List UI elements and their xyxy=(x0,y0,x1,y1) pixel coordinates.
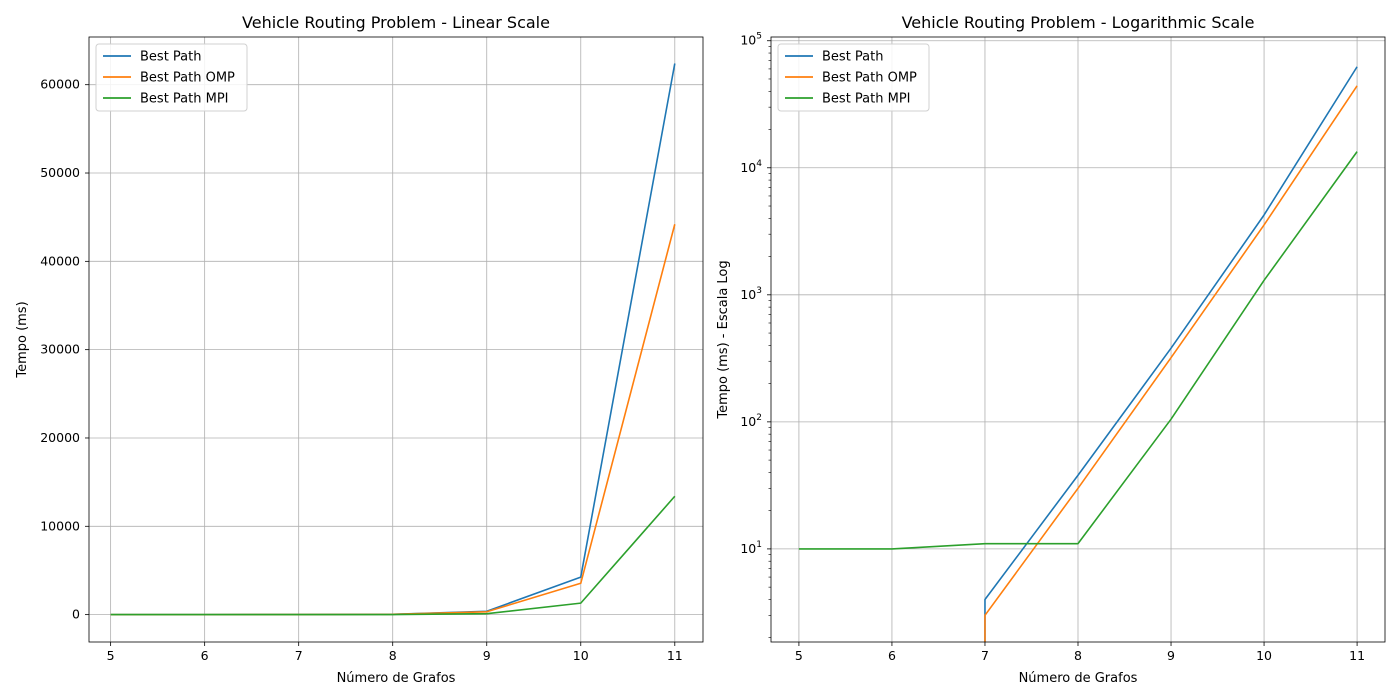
log-y-tick-exponent: 3 xyxy=(756,286,762,296)
linear-chart: Vehicle Routing Problem - Linear Scale 5… xyxy=(15,13,704,686)
linear-y-tick-label: 0 xyxy=(72,607,80,622)
linear-legend-label-best-path-omp: Best Path OMP xyxy=(140,71,235,86)
log-y-tick-base: 10 xyxy=(740,160,756,175)
log-y-tick-base: 10 xyxy=(740,541,756,556)
log-x-tick-label: 8 xyxy=(1074,648,1082,663)
linear-x-tick-label: 11 xyxy=(667,648,683,663)
linear-x-tick-label: 8 xyxy=(389,648,397,663)
log-chart: Vehicle Routing Problem - Logarithmic Sc… xyxy=(716,13,1386,686)
linear-y-tick-label: 10000 xyxy=(40,518,80,533)
linear-x-tick-label: 6 xyxy=(201,648,209,663)
log-y-tick-exponent: 4 xyxy=(756,159,762,169)
linear-legend-label-best-path-mpi: Best Path MPI xyxy=(140,92,229,107)
log-legend-label-best-path: Best Path xyxy=(822,50,883,65)
log-y-tick-label: 102 xyxy=(740,413,762,429)
linear-x-tick-label: 7 xyxy=(295,648,303,663)
linear-grid xyxy=(89,37,703,642)
log-series xyxy=(798,66,1358,642)
log-y-tick-base: 10 xyxy=(740,33,756,48)
log-y-tick-base: 10 xyxy=(740,414,756,429)
linear-x-tick-label: 10 xyxy=(573,648,589,663)
log-chart-title: Vehicle Routing Problem - Logarithmic Sc… xyxy=(902,13,1255,32)
log-x-tick-label: 6 xyxy=(888,648,896,663)
linear-legend-box xyxy=(95,43,248,112)
log-y-tick-exponent: 2 xyxy=(756,413,762,423)
log-x-tick-label: 10 xyxy=(1256,648,1272,663)
log-legend-label-best-path-omp: Best Path OMP xyxy=(822,71,917,86)
log-y-tick-exponent: 1 xyxy=(756,540,762,550)
log-grid xyxy=(771,37,1385,642)
linear-y-tick-label: 30000 xyxy=(40,342,80,357)
log-y-tick-label: 104 xyxy=(740,159,762,175)
log-y-axis-label: Tempo (ms) - Escala Log xyxy=(716,260,731,419)
linear-legend-label-best-path: Best Path xyxy=(140,50,201,65)
log-y-tick-exponent: 5 xyxy=(756,32,762,42)
linear-y-tick-label: 20000 xyxy=(40,430,80,445)
linear-plot-frame xyxy=(88,36,704,643)
log-y-tick-label: 101 xyxy=(740,540,762,556)
log-legend-box xyxy=(777,43,930,112)
linear-x-tick-label: 5 xyxy=(107,648,115,663)
log-legend: Best Path Best Path OMP Best Path MPI xyxy=(777,43,930,112)
log-series-line-best-path-omp xyxy=(984,85,1358,642)
log-y-tick-label: 103 xyxy=(740,286,762,302)
log-x-tick-label: 11 xyxy=(1349,648,1365,663)
linear-x-axis-label: Número de Grafos xyxy=(337,671,456,686)
log-y-tick-label: 105 xyxy=(740,32,762,48)
log-x-axis-label: Número de Grafos xyxy=(1019,671,1138,686)
log-x-tick-label: 5 xyxy=(795,648,803,663)
log-x-tick-label: 7 xyxy=(981,648,989,663)
linear-y-tick-label: 50000 xyxy=(40,165,80,180)
linear-ticks: 5 6 7 8 9 10 11 0 10000 20000 30000 40000 50000 60000 xyxy=(40,77,683,663)
linear-y-axis-label: Tempo (ms) xyxy=(15,301,30,378)
linear-y-tick-label: 60000 xyxy=(40,77,80,92)
linear-chart-title: Vehicle Routing Problem - Linear Scale xyxy=(242,13,550,32)
linear-x-tick-label: 9 xyxy=(483,648,491,663)
linear-legend: Best Path Best Path OMP Best Path MPI xyxy=(95,43,248,112)
log-y-tick-base: 10 xyxy=(740,287,756,302)
linear-y-tick-label: 40000 xyxy=(40,253,80,268)
linear-series-line-best-path-mpi xyxy=(110,495,676,616)
log-series-line-best-path-mpi xyxy=(798,151,1358,550)
linear-series xyxy=(110,63,676,616)
log-legend-label-best-path-mpi: Best Path MPI xyxy=(822,92,911,107)
log-x-tick-label: 9 xyxy=(1167,648,1175,663)
